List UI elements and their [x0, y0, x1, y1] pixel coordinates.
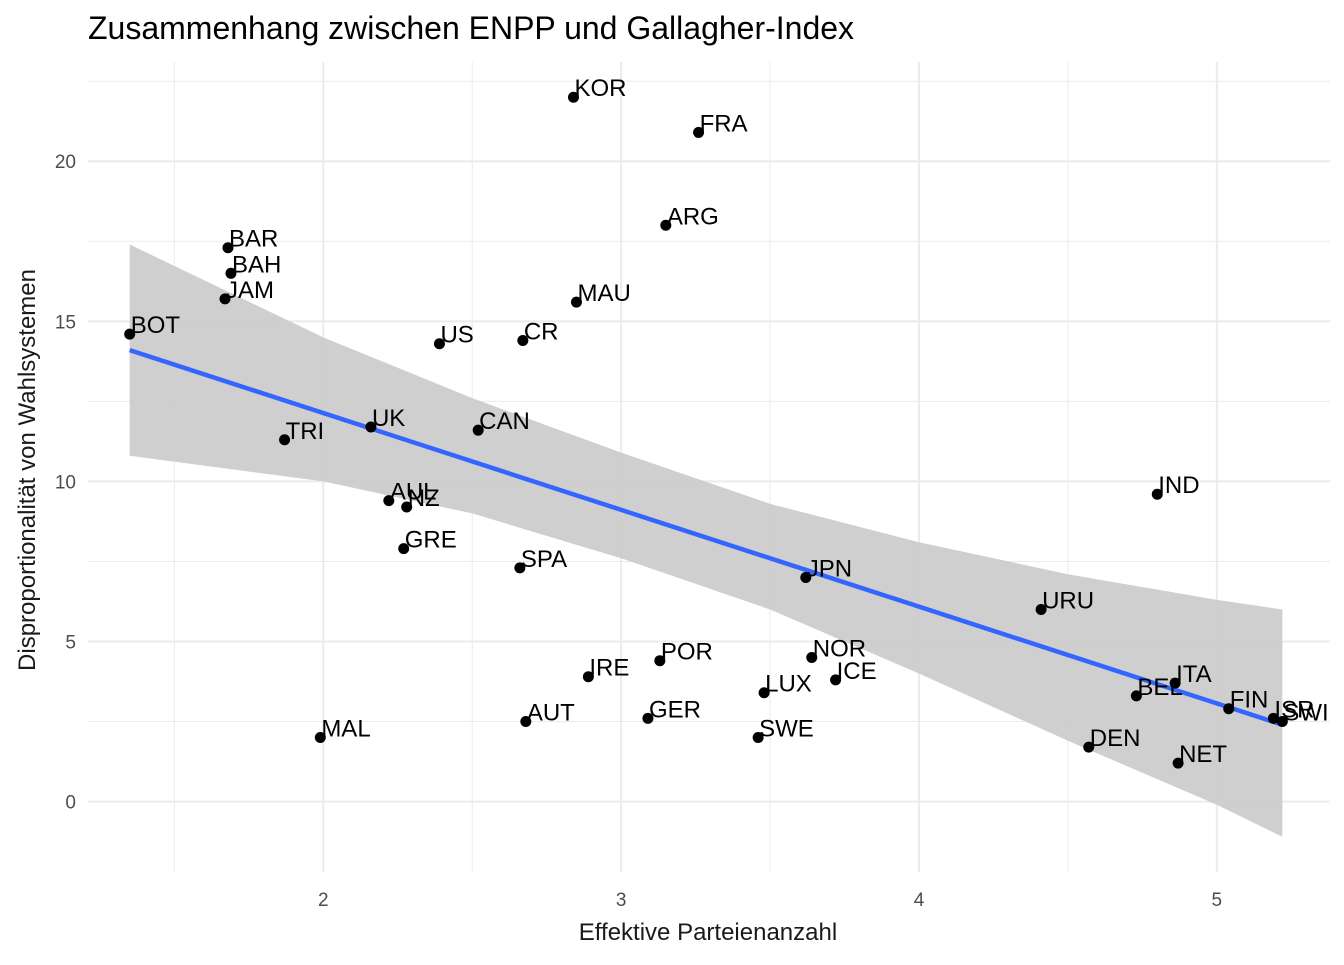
y-tick-label: 15 — [55, 312, 76, 333]
data-point — [642, 712, 654, 724]
point-label: MAL — [321, 716, 370, 743]
point-label: URU — [1042, 587, 1094, 614]
y-tick-label: 0 — [65, 793, 76, 814]
data-point — [401, 501, 413, 513]
point-label: POR — [661, 639, 713, 666]
point-label: JAM — [226, 277, 274, 304]
y-axis-title: Disproportionalität von Wahlsystemen — [14, 269, 41, 671]
data-point — [1223, 703, 1235, 715]
x-tick-label: 2 — [318, 890, 329, 911]
point-label: SWI — [1283, 700, 1328, 727]
point-label: IND — [1158, 472, 1199, 499]
point-label: NET — [1179, 741, 1227, 768]
x-tick-label: 3 — [616, 890, 627, 911]
x-axis-ticks: 2 3 4 5 — [318, 890, 1222, 911]
point-label: NZ — [408, 485, 440, 512]
point-label: JPN — [807, 555, 852, 582]
point-label: IRE — [589, 655, 629, 682]
point-label: BOT — [131, 312, 181, 339]
data-point — [398, 543, 410, 555]
point-label: ICE — [837, 658, 877, 685]
point-label: DEN — [1090, 725, 1141, 752]
point-label: FIN — [1230, 687, 1269, 714]
point-label: US — [440, 322, 473, 349]
point-label: GRE — [405, 527, 457, 554]
x-axis-title: Effektive Parteienanzahl — [579, 919, 837, 946]
point-label: ITA — [1176, 661, 1212, 688]
data-point — [514, 562, 526, 574]
data-point — [800, 571, 812, 583]
data-point — [582, 671, 594, 683]
data-point — [383, 495, 395, 507]
data-point — [1130, 690, 1142, 702]
data-point — [222, 242, 234, 254]
y-tick-label: 5 — [65, 632, 76, 653]
data-point — [472, 424, 484, 436]
data-point — [806, 651, 818, 663]
point-label: SPA — [521, 546, 567, 573]
point-label: AUT — [527, 700, 575, 727]
point-label: FRA — [700, 110, 748, 137]
confidence-band — [129, 244, 1283, 837]
point-label: BAH — [232, 251, 281, 278]
point-label: SWE — [759, 716, 814, 743]
point-label: BEL — [1137, 674, 1182, 701]
point-label: TRI — [286, 418, 325, 445]
point-label: ARG — [667, 203, 719, 230]
data-point — [570, 296, 582, 308]
trend-line-layer — [129, 348, 1284, 727]
data-point — [567, 91, 579, 103]
point-label: BAR — [229, 226, 278, 253]
point-label: AUL — [390, 479, 437, 506]
data-point — [314, 732, 326, 744]
point-label: CAN — [479, 408, 530, 435]
y-tick-label: 10 — [55, 472, 76, 493]
data-point — [830, 674, 842, 686]
data-point — [124, 328, 136, 340]
chart-title: Zusammenhang zwischen ENPP und Gallagher… — [88, 10, 854, 46]
data-point — [517, 335, 529, 347]
confidence-band-layer — [129, 244, 1283, 837]
point-label: NOR — [813, 635, 866, 662]
point-label: GER — [649, 696, 701, 723]
y-axis-ticks: 0 5 10 15 20 — [55, 152, 76, 813]
point-label: UK — [372, 405, 405, 432]
data-point — [520, 716, 532, 728]
point-label: MAU — [577, 280, 630, 307]
data-point — [693, 126, 705, 138]
data-point — [1169, 677, 1181, 689]
data-point — [365, 421, 377, 433]
x-tick-label: 4 — [914, 890, 925, 911]
y-tick-label: 20 — [55, 152, 76, 173]
point-label: KOR — [574, 75, 626, 102]
data-point — [1083, 741, 1095, 753]
point-label: CR — [524, 319, 559, 346]
data-point — [1151, 488, 1163, 500]
data-point — [1035, 603, 1047, 615]
data-point — [1172, 757, 1184, 769]
data-point — [279, 434, 291, 446]
point-label: LUX — [765, 671, 812, 698]
data-point — [1267, 712, 1279, 724]
data-point — [219, 293, 231, 305]
data-point — [758, 687, 770, 699]
data-point — [660, 219, 672, 231]
data-point — [433, 338, 445, 350]
data-point — [1276, 716, 1288, 728]
data-point — [752, 732, 764, 744]
points-layer — [124, 91, 1288, 769]
data-point — [654, 655, 666, 667]
x-tick-label: 5 — [1212, 890, 1223, 911]
data-point — [225, 267, 237, 279]
trend-line — [129, 348, 1284, 727]
point-label: ISR — [1274, 696, 1314, 723]
